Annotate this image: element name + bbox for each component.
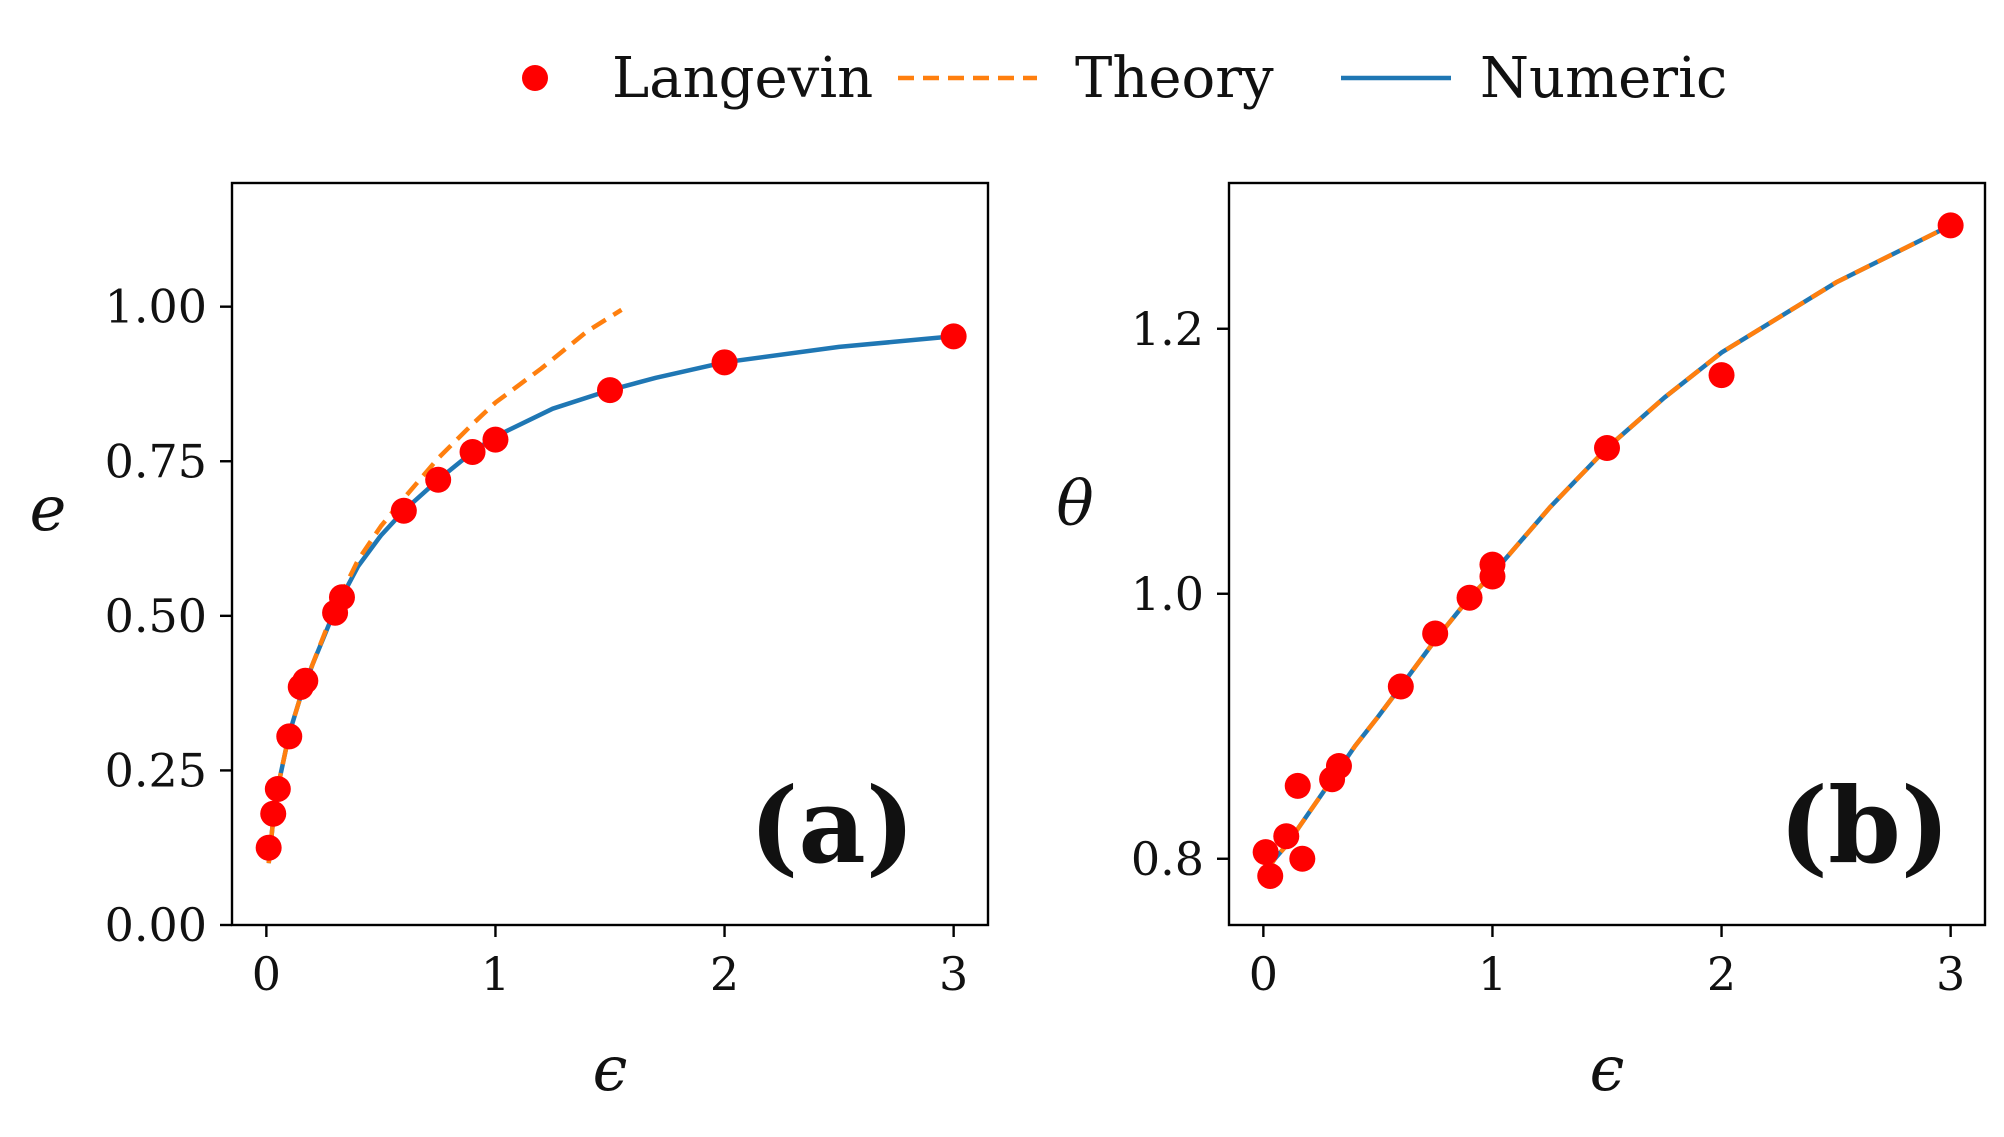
y-tick-label-3: 0.75 — [105, 434, 207, 488]
langevin-point-3 — [276, 723, 303, 750]
x-tick-label-3: 3 — [1936, 947, 1965, 1001]
panel-b: 0 1 2 3 0.8 1.0 1.2 ϵ θ (b) — [1056, 181, 1987, 1105]
langevin-point-2 — [264, 775, 291, 802]
x-tick-label-3: 3 — [939, 947, 968, 1001]
y-tick-label-2: 0.50 — [105, 589, 207, 643]
y-tick-label-4: 1.00 — [105, 280, 207, 334]
legend-marker-langevin — [522, 65, 548, 91]
legend-label-numeric: Numeric — [1480, 46, 1727, 111]
langevin-point-12 — [1594, 435, 1620, 461]
y-tick-label-1: 1.0 — [1131, 567, 1204, 621]
axes-frame — [230, 181, 990, 927]
plot-area-a: 0 1 2 3 0.00 0.25 0.50 0.75 1.00 ϵ e (a) — [30, 181, 990, 1105]
langevin-point-3 — [1284, 772, 1311, 799]
x-axis-label: ϵ — [593, 1032, 628, 1105]
x-axis-label: ϵ — [1590, 1032, 1625, 1105]
legend-label-langevin: Langevin — [612, 46, 873, 111]
langevin-point-1 — [260, 800, 287, 827]
y-axis-label: e — [30, 472, 67, 545]
langevin-point-2 — [1273, 823, 1300, 850]
langevin-point-11 — [1479, 551, 1506, 578]
series-theory-line — [266, 307, 623, 864]
y-tick-label-1: 0.25 — [105, 743, 207, 797]
x-tick-label-0: 0 — [1249, 947, 1278, 1001]
langevin-point-4 — [1289, 845, 1316, 872]
langevin-point-13 — [1708, 362, 1735, 389]
x-tick-label-1: 1 — [481, 947, 510, 1001]
panel-label: (a) — [749, 764, 915, 887]
langevin-point-12 — [597, 377, 623, 404]
langevin-point-7 — [328, 584, 355, 611]
langevin-point-0 — [255, 834, 282, 861]
x-tick-label-2: 2 — [710, 947, 739, 1001]
langevin-point-13 — [711, 349, 738, 376]
plot-area-b: 0 1 2 3 0.8 1.0 1.2 ϵ θ (b) — [1056, 181, 1987, 1105]
langevin-point-0 — [1252, 839, 1279, 866]
langevin-point-1 — [1257, 862, 1284, 889]
langevin-point-8 — [1422, 620, 1449, 647]
y-tick-label-0: 0.8 — [1131, 832, 1204, 886]
langevin-point-14 — [940, 323, 967, 350]
langevin-point-7 — [1387, 673, 1414, 700]
x-tick-label-0: 0 — [252, 947, 281, 1001]
langevin-point-10 — [459, 438, 486, 465]
langevin-point-6 — [1325, 753, 1352, 779]
x-tick-label-2: 2 — [1707, 947, 1736, 1001]
y-axis-label: θ — [1056, 467, 1093, 540]
panel-label: (b) — [1779, 764, 1950, 887]
y-tick-label-2: 1.2 — [1131, 302, 1204, 356]
langevin-point-8 — [390, 497, 417, 524]
x-tick-label-1: 1 — [1478, 947, 1507, 1001]
langevin-point-5 — [292, 667, 319, 694]
langevin-point-9 — [1456, 584, 1483, 611]
panel-a: 0 1 2 3 0.00 0.25 0.50 0.75 1.00 ϵ e (a) — [30, 181, 990, 1105]
axes-frame — [1227, 181, 1987, 927]
legend: Langevin Theory Numeric — [522, 46, 1727, 111]
y-tick-label-0: 0.00 — [105, 898, 207, 952]
langevin-point-11 — [482, 426, 509, 453]
langevin-point-9 — [425, 466, 452, 493]
legend-label-theory: Theory — [1075, 46, 1274, 111]
langevin-point-14 — [1937, 212, 1964, 239]
